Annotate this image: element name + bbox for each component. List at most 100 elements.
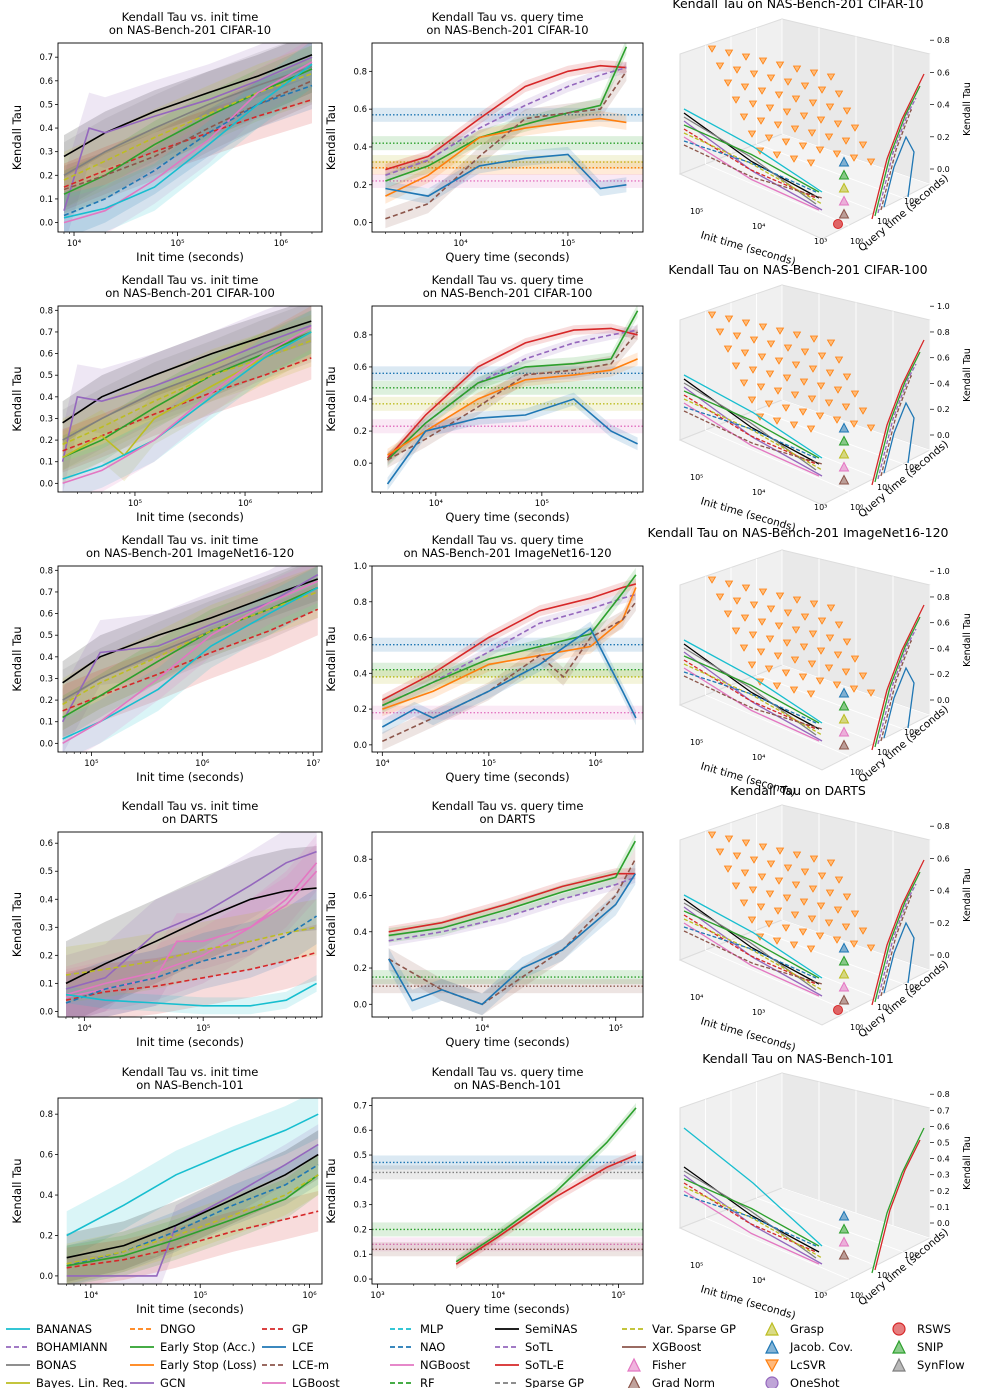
lcsvr-marker xyxy=(798,142,808,150)
lcsvr-marker xyxy=(723,79,733,87)
z-tick-label: 1.0 xyxy=(937,302,950,311)
lcsvr-marker xyxy=(834,90,844,98)
lcsvr-marker xyxy=(715,593,725,601)
surface-line-early-stop-acc xyxy=(683,124,820,193)
lcsvr-marker xyxy=(825,634,835,642)
lcsvr-marker xyxy=(850,124,860,132)
x-tick-label: 10⁴ xyxy=(491,1291,506,1301)
lcsvr-marker xyxy=(849,940,859,948)
line-lce xyxy=(388,873,636,1006)
proxy-marker-grasp xyxy=(838,182,850,193)
lcsvr-marker xyxy=(833,120,843,128)
chart-title: Kendall Tau vs. query time xyxy=(432,1065,584,1079)
x-tick-label: 10⁴ xyxy=(84,1291,99,1301)
x-tick-label: 10⁵ xyxy=(170,239,184,249)
band-lce xyxy=(387,392,638,491)
lcsvr-marker xyxy=(741,839,751,847)
y-tick-label: 0.2 xyxy=(39,1231,53,1241)
z-tick-label: 0.4 xyxy=(937,644,950,653)
legend-label: SynFlow xyxy=(917,1358,965,1372)
z-tick-label: 0.4 xyxy=(937,379,950,388)
lcsvr-marker xyxy=(792,851,802,859)
legend-item-bananas: BANANAS xyxy=(6,1322,92,1336)
y-tick-label: 0.0 xyxy=(353,741,367,751)
surface-line-early-stop-acc xyxy=(874,871,921,1003)
chart-title: Kendall Tau vs. query time xyxy=(432,799,584,813)
surface-line-sotl-e xyxy=(871,859,925,1006)
surface-line-gp xyxy=(683,659,817,730)
legend-item-grad-norm: Grad Norm xyxy=(627,1375,715,1388)
band-var-sparse-gp xyxy=(66,1154,319,1284)
y-tick-label: 0.5 xyxy=(353,1151,367,1161)
legend-label: Jacob. Cov. xyxy=(789,1340,853,1354)
lcsvr-marker xyxy=(766,605,776,613)
line-nao xyxy=(65,915,318,1004)
lcsvr-marker xyxy=(791,881,801,889)
lcsvr-marker xyxy=(731,96,741,104)
y-tick-label: 0.0 xyxy=(39,1272,53,1282)
lcsvr-marker xyxy=(866,158,876,166)
band-lce-m xyxy=(387,323,638,468)
grid-line xyxy=(756,409,904,465)
z-tick-label: 0.0 xyxy=(937,951,950,960)
legend-swatch xyxy=(765,1321,779,1336)
hline-band xyxy=(372,1165,643,1180)
chart-title: Kendall Tau vs. query time xyxy=(432,10,584,24)
legend-label: OneShot xyxy=(790,1376,840,1388)
lcsvr-marker xyxy=(774,622,784,630)
proxy-marker-grad-norm xyxy=(838,994,850,1005)
y3d-tick-label: 10⁰ xyxy=(850,1023,863,1032)
lcsvr-marker xyxy=(774,357,784,365)
lcsvr-marker xyxy=(842,107,852,115)
chart-title: Kendall Tau vs. init time xyxy=(122,799,259,813)
y-tick-label: 0.5 xyxy=(39,371,53,381)
surface-line-gp xyxy=(683,394,817,465)
lcsvr-marker xyxy=(748,366,758,374)
y-tick-label: 0.6 xyxy=(39,1151,53,1161)
legend-label: GCN xyxy=(160,1376,186,1388)
legend-label: Bayes. Lin. Reg. xyxy=(36,1376,128,1388)
lcsvr-marker xyxy=(833,386,843,394)
line-sotl xyxy=(388,876,636,942)
grid-line xyxy=(705,429,850,492)
lcsvr-marker xyxy=(775,847,785,855)
lcsvr-marker xyxy=(765,635,775,643)
lcsvr-marker xyxy=(732,66,742,74)
surface-line-early-stop-acc xyxy=(683,910,820,979)
legend-label: BONAS xyxy=(36,1358,77,1372)
y-tick-label: 0.5 xyxy=(39,631,53,641)
legend-item-seminas: SemiNAS xyxy=(495,1322,578,1336)
y-tick-label: 0.4 xyxy=(353,1176,367,1186)
lcsvr-marker xyxy=(834,356,844,364)
proxy-marker-grad-norm xyxy=(838,208,850,219)
y-tick-label: 0.8 xyxy=(353,331,367,341)
band-bonas xyxy=(62,566,318,731)
legend-swatch xyxy=(764,1359,780,1373)
chart-title: on NAS-Bench-201 CIFAR-10 xyxy=(426,23,588,37)
lcsvr-marker xyxy=(842,893,852,901)
y-tick-label: 0.0 xyxy=(353,1000,367,1010)
z-tick-label: 0.8 xyxy=(937,36,950,45)
y-tick-label: 0.1 xyxy=(39,979,53,989)
surface-line-nao xyxy=(683,671,817,724)
y-axis-label: Kendall Tau xyxy=(324,366,338,431)
chart-title: Kendall Tau vs. init time xyxy=(122,273,259,287)
y-tick-label: 0.4 xyxy=(39,124,53,134)
lcsvr-marker xyxy=(707,831,717,839)
legend-label: BOHAMIANN xyxy=(36,1340,108,1354)
proxy-marker-snip xyxy=(838,435,850,446)
x-tick-label: 10⁴ xyxy=(429,499,444,509)
lcsvr-marker xyxy=(782,639,792,647)
band-sotl xyxy=(385,61,627,181)
line-seminas xyxy=(66,1153,319,1259)
lcsvr-marker xyxy=(824,919,834,927)
z-tick-label: 0.4 xyxy=(937,1155,950,1164)
lcsvr-marker xyxy=(832,681,842,689)
surface-line-sotl xyxy=(877,883,917,1000)
surface-line-lgboost xyxy=(683,922,820,997)
z-tick-label: 0.6 xyxy=(937,854,950,863)
z-tick-label: 0.2 xyxy=(937,1187,950,1196)
legend-item-snip: SNIP xyxy=(892,1339,943,1354)
